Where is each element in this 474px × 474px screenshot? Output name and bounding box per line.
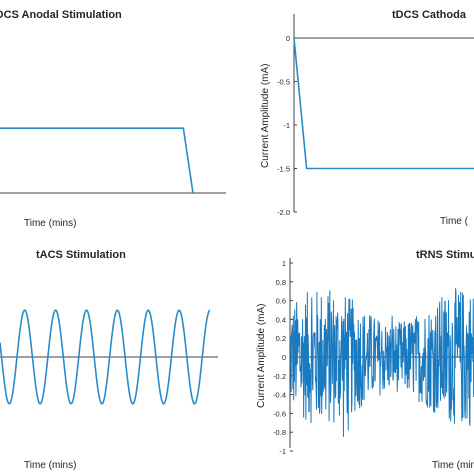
- y-tick-label: -2.0: [277, 208, 290, 217]
- y-tick-label: 0.8: [276, 278, 286, 287]
- x-axis-label: Time (mins): [24, 218, 76, 229]
- y-tick-label: -1.5: [277, 165, 290, 174]
- chart-title: tDCS Cathoda: [392, 9, 467, 21]
- x-axis-label: Time (mins: [432, 460, 474, 471]
- chart-tdcs-anodal: tDCS Anodal Stimulation Time (mins): [0, 9, 226, 229]
- y-tick-label: -0.6: [273, 409, 286, 418]
- chart-title: tDCS Anodal Stimulation: [0, 9, 122, 21]
- y-axis-label: Current Amplitude (mA): [260, 64, 271, 168]
- y-tick-label: 0: [282, 353, 286, 362]
- cathodal-signal-line: [293, 37, 474, 170]
- y-tick-label: -0.8: [273, 428, 286, 437]
- anodal-signal-line: [0, 127, 194, 194]
- y-tick-labels: 0 -0.5 -1 -1.5 -2.0: [277, 34, 297, 217]
- y-tick-label: 0.6: [276, 297, 286, 306]
- y-tick-label: -0.5: [277, 78, 290, 87]
- y-tick-label: 0.2: [276, 334, 286, 343]
- y-tick-label: 0.4: [276, 315, 286, 324]
- trns-noise-signal: [289, 288, 474, 437]
- y-tick-label: -0.2: [273, 372, 286, 381]
- chart-title: tRNS Stimu: [416, 249, 474, 261]
- y-tick-label: 0: [286, 34, 290, 43]
- chart-title: tACS Stimulation: [36, 249, 126, 261]
- y-tick-label: -0.4: [273, 391, 286, 400]
- chart-tdcs-cathodal: tDCS Cathoda 0 -0.5 -1 -1.5 -2.0 Current Amp…: [260, 9, 474, 227]
- y-axis-label: Current Amplitude (mA): [256, 304, 267, 408]
- chart-tacs: tACS Stimulation Time (mins): [0, 249, 218, 471]
- y-tick-labels: 1 0.8 0.6 0.4 0.2 0 -0.2 -0.4 -0.6 -0.8 -1: [273, 259, 293, 456]
- chart-trns: tRNS Stimu 1 0.8 0.6 0.4 0.2 0 -0.2 -0.4 -0.6 -0.…: [256, 249, 474, 471]
- x-axis-label: Time (mins): [24, 460, 76, 471]
- y-tick-label: -1: [279, 447, 286, 456]
- y-tick-label: -1: [283, 121, 290, 130]
- x-axis-label: Time (: [440, 216, 469, 227]
- y-tick-label: 1: [282, 259, 286, 268]
- tacs-sine-wave: [0, 309, 211, 405]
